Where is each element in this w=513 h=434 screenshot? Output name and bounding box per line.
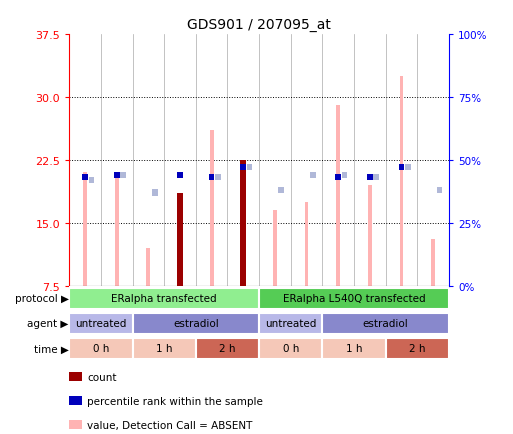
Bar <box>82 175 88 181</box>
Bar <box>367 175 372 181</box>
Text: ERalpha transfected: ERalpha transfected <box>111 293 217 303</box>
Text: ERalpha L540Q transfected: ERalpha L540Q transfected <box>283 293 425 303</box>
Bar <box>241 160 246 286</box>
Bar <box>310 172 315 178</box>
Bar <box>241 164 246 171</box>
Bar <box>259 313 322 334</box>
Text: untreated: untreated <box>265 319 317 329</box>
Text: 2 h: 2 h <box>409 344 425 354</box>
Bar <box>120 172 126 178</box>
Bar <box>132 313 259 334</box>
Text: 0 h: 0 h <box>283 344 299 354</box>
Bar <box>373 175 379 181</box>
Bar <box>431 240 435 286</box>
Bar <box>83 173 87 286</box>
Text: value, Detection Call = ABSENT: value, Detection Call = ABSENT <box>87 420 252 430</box>
Text: 2 h: 2 h <box>219 344 235 354</box>
Text: protocol ▶: protocol ▶ <box>15 293 69 303</box>
Bar <box>342 172 347 178</box>
Bar <box>177 172 183 178</box>
Bar <box>69 313 132 334</box>
Bar <box>399 164 404 171</box>
Bar <box>69 288 259 309</box>
Bar <box>336 106 340 286</box>
Bar <box>305 202 308 286</box>
Title: GDS901 / 207095_at: GDS901 / 207095_at <box>187 18 331 32</box>
Bar <box>259 288 449 309</box>
Bar <box>322 313 449 334</box>
Bar <box>146 248 150 286</box>
Bar <box>210 131 213 286</box>
Bar <box>386 338 449 359</box>
Text: agent ▶: agent ▶ <box>27 319 69 329</box>
Text: estradiol: estradiol <box>363 319 408 329</box>
Bar <box>400 76 403 286</box>
Text: 1 h: 1 h <box>346 344 362 354</box>
Text: time ▶: time ▶ <box>34 344 69 354</box>
Bar <box>132 338 196 359</box>
Bar <box>152 190 157 196</box>
Text: estradiol: estradiol <box>173 319 219 329</box>
Text: untreated: untreated <box>75 319 127 329</box>
Bar <box>247 164 252 171</box>
Bar <box>114 172 120 178</box>
Bar <box>89 177 94 184</box>
Bar <box>279 187 284 194</box>
Bar <box>69 338 132 359</box>
Bar <box>209 175 214 181</box>
Bar <box>322 338 386 359</box>
Bar <box>405 164 410 171</box>
Bar <box>115 177 119 286</box>
Text: percentile rank within the sample: percentile rank within the sample <box>87 396 263 406</box>
Bar <box>437 187 442 194</box>
Text: 0 h: 0 h <box>93 344 109 354</box>
Bar <box>368 185 372 286</box>
Bar <box>273 210 277 286</box>
Bar <box>215 175 221 181</box>
Bar <box>259 338 322 359</box>
Bar <box>196 338 259 359</box>
Text: count: count <box>87 372 117 382</box>
Text: 1 h: 1 h <box>156 344 172 354</box>
Bar <box>336 175 341 181</box>
Bar <box>177 194 183 286</box>
